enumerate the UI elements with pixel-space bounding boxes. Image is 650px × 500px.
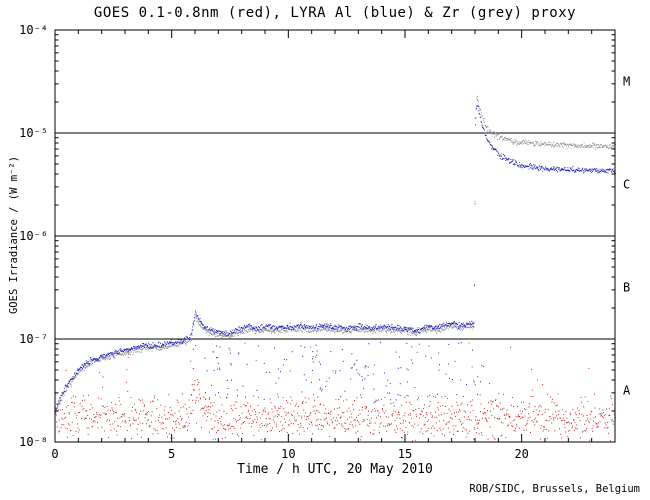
credit-text: ROB/SIDC, Brussels, Belgium	[469, 483, 640, 495]
axis-tick-labels: 10⁻⁸ 10⁻⁷ 10⁻⁶ 10⁻⁵ 10⁻⁴ 0 5 10 15 20 A B C M	[19, 23, 631, 461]
series-goes-0-1-0-8nm	[55, 342, 616, 443]
series-lyra-al-proxy	[55, 99, 616, 412]
x-tick-label: 20	[514, 447, 528, 461]
y-tick-label: 10⁻⁵	[19, 126, 48, 140]
y-tick-label: 10⁻⁴	[19, 23, 48, 37]
x-tick-label: 15	[398, 447, 412, 461]
series-lyra-scattered-points	[191, 341, 483, 404]
x-tick-label: 0	[51, 447, 58, 461]
flare-class-label-B: B	[623, 281, 630, 295]
series-lyra-zr-proxy	[55, 95, 616, 413]
x-tick-label: 10	[281, 447, 295, 461]
x-tick-label: 5	[168, 447, 175, 461]
flare-class-boundaries	[55, 132, 615, 340]
flare-class-label-C: C	[623, 178, 630, 192]
y-tick-label: 10⁻⁶	[19, 229, 48, 243]
flare-class-label-A: A	[623, 384, 631, 398]
x-axis-title: Time / h UTC, 20 May 2010	[237, 462, 433, 477]
axis-ticks	[54, 29, 616, 443]
y-tick-label: 10⁻⁸	[19, 435, 48, 449]
y-tick-label: 10⁻⁷	[19, 332, 48, 346]
chart-title: GOES 0.1-0.8nm (red), LYRA Al (blue) & Z…	[93, 5, 577, 21]
flare-class-label-M: M	[623, 75, 630, 89]
